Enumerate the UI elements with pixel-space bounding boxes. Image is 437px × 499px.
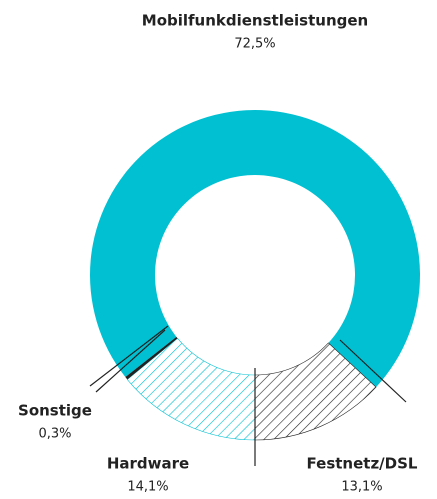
slice-label: Sonstige	[18, 402, 92, 420]
value-label: 13,1%	[341, 480, 382, 495]
value-label: 0,3%	[38, 427, 71, 442]
slice-label: Mobilfunkdienstleistungen	[142, 12, 368, 30]
slice-label: Festnetz/DSL	[307, 455, 418, 473]
slice	[90, 109, 420, 388]
leader-line	[95, 329, 166, 393]
slice	[125, 336, 178, 380]
value-label: 72,5%	[234, 37, 275, 52]
leader-line	[339, 339, 407, 403]
leader-line	[89, 325, 169, 387]
slices	[90, 109, 420, 441]
slice-label: Hardware	[107, 455, 189, 473]
slice	[126, 337, 256, 441]
value-label: 14,1%	[127, 480, 168, 495]
